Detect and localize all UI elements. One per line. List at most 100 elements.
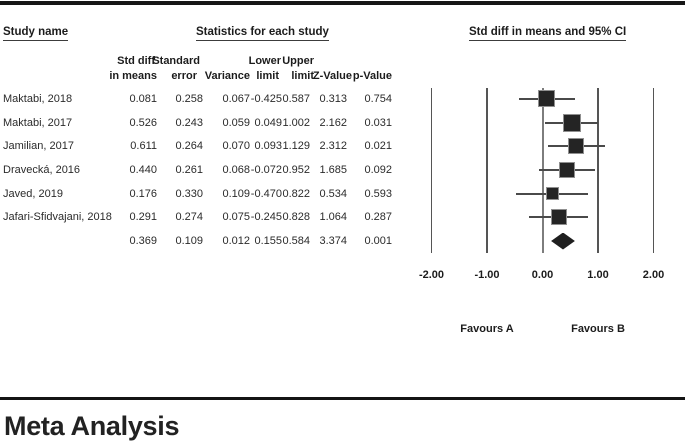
axis-tick-label: -1.00: [474, 269, 500, 281]
value-cell-se: 0.330: [175, 187, 203, 200]
col-header-std-diff-line2: in means: [109, 70, 157, 82]
value-cell-z: 0.313: [319, 92, 347, 105]
value-cell-variance: 0.059: [222, 116, 250, 129]
study-point-marker: [568, 138, 585, 155]
favours-b-label: Favours B: [571, 323, 625, 335]
value-cell-std_diff: 0.369: [129, 234, 157, 247]
value-cell-std_diff: 0.611: [130, 140, 157, 153]
table-row: Dravecká, 2016 0.440 0.261 0.068 -0.072 0.952…: [3, 158, 392, 182]
value-cell-z: 2.162: [319, 116, 347, 129]
statistics-table: Maktabi, 2018 0.081 0.258 0.067 -0.425 0.587 0…: [3, 87, 392, 253]
value-cell-p: 0.021: [364, 140, 392, 153]
study-point-marker: [538, 90, 556, 108]
study-name-cell: Maktabi, 2018: [3, 92, 73, 105]
value-cell-lower: 0.155: [254, 234, 282, 247]
study-name-cell: Jafari-Sfidvajani, 2018: [3, 211, 112, 224]
axis-tick-label: 1.00: [587, 269, 609, 281]
value-cell-lower: 0.093: [254, 140, 282, 153]
value-cell-std_diff: 0.440: [129, 163, 157, 176]
study-name-cell: Javed, 2019: [3, 187, 63, 200]
col-header-standard-error-line2: error: [171, 70, 197, 82]
ci-group-header: Std diff in means and 95% CI: [469, 26, 627, 41]
table-row-summary: 0.369 0.109 0.012 0.155 0.584 3.374 0.001: [3, 229, 392, 253]
bottom-border-rule: [0, 397, 685, 400]
value-cell-p: 0.001: [364, 234, 392, 247]
value-cell-se: 0.264: [175, 140, 203, 153]
axis-tick-label: 0.00: [531, 269, 554, 281]
value-cell-variance: 0.067: [222, 92, 250, 105]
col-header-variance: Variance: [204, 70, 250, 82]
value-cell-upper: 0.587: [282, 92, 310, 105]
ci-line: [538, 168, 596, 171]
table-row: Maktabi, 2017 0.526 0.243 0.059 0.049 1.002 2.…: [3, 111, 392, 135]
axis-gridline: [652, 88, 655, 253]
axis-gridline: [597, 88, 599, 253]
axis-tick-label: 2.00: [642, 269, 665, 281]
col-header-standard-error-line1: Standard: [152, 55, 200, 67]
study-name-group-header: Study name: [3, 26, 69, 41]
value-cell-variance: 0.070: [222, 140, 250, 153]
axis-gridline: [430, 88, 433, 253]
value-cell-variance: 0.068: [222, 163, 250, 176]
study-name-cell: Jamilian, 2017: [3, 140, 74, 153]
summary-diamond: [551, 232, 575, 250]
study-point-marker: [550, 209, 567, 226]
table-row: Jamilian, 2017 0.611 0.264 0.070 0.093 1.129 2…: [3, 134, 392, 158]
axis-tick-label: -2.00: [418, 269, 445, 281]
value-cell-se: 0.109: [175, 234, 203, 247]
study-name-cell: Maktabi, 2017: [3, 116, 73, 129]
col-header-upper-line1: Upper: [282, 55, 314, 67]
col-header-lower-line1: Lower: [248, 55, 281, 67]
value-cell-p: 0.287: [364, 211, 392, 224]
value-cell-p: 0.593: [364, 187, 392, 200]
value-cell-lower: -0.470: [250, 187, 282, 200]
value-cell-se: 0.274: [175, 211, 203, 224]
favours-a-label: Favours A: [460, 323, 514, 335]
value-cell-z: 2.312: [319, 140, 347, 153]
table-row: Javed, 2019 0.176 0.330 0.109 -0.470 0.822 0.5…: [3, 182, 392, 206]
value-cell-lower: -0.072: [250, 163, 282, 176]
statistics-group-header: Statistics for each study: [196, 26, 329, 41]
value-cell-z: 3.374: [319, 234, 347, 247]
value-cell-p: 0.092: [364, 163, 392, 176]
ci-line: [516, 192, 589, 195]
value-cell-variance: 0.012: [222, 234, 250, 247]
value-cell-z: 1.685: [319, 163, 347, 176]
value-cell-upper: 0.822: [282, 187, 310, 200]
study-point-marker: [562, 113, 581, 132]
value-cell-std_diff: 0.291: [129, 211, 157, 224]
table-row: Maktabi, 2018 0.081 0.258 0.067 -0.425 0.587 0…: [3, 87, 392, 111]
col-header-p-value: p-Value: [352, 70, 392, 82]
figure-title: Meta Analysis: [4, 411, 180, 441]
table-row: Jafari-Sfidvajani, 2018 0.291 0.274 0.075 -0…: [3, 205, 392, 229]
col-header-std-diff-line1: Std diff: [117, 55, 155, 67]
study-point-marker: [545, 187, 559, 201]
value-cell-upper: 0.584: [282, 234, 310, 247]
top-border-rule: [0, 1, 685, 5]
value-cell-upper: 0.952: [282, 163, 310, 176]
value-cell-z: 0.534: [319, 187, 347, 200]
value-cell-p: 0.754: [364, 92, 392, 105]
study-point-marker: [558, 161, 575, 178]
value-cell-variance: 0.109: [222, 187, 250, 200]
value-cell-std_diff: 0.081: [129, 92, 157, 105]
value-cell-upper: 1.002: [282, 116, 310, 129]
value-cell-std_diff: 0.176: [129, 187, 157, 200]
ci-line: [545, 121, 599, 124]
value-cell-upper: 1.129: [282, 140, 310, 153]
value-cell-std_diff: 0.526: [129, 116, 157, 129]
ci-line: [547, 145, 606, 148]
value-cell-upper: 0.828: [282, 211, 310, 224]
value-cell-variance: 0.075: [222, 211, 250, 224]
value-cell-p: 0.031: [364, 116, 392, 129]
value-cell-se: 0.243: [175, 116, 203, 129]
value-cell-lower: -0.245: [250, 211, 282, 224]
value-cell-se: 0.258: [175, 92, 203, 105]
value-cell-lower: -0.425: [250, 92, 282, 105]
ci-line: [518, 97, 576, 100]
ci-line: [528, 216, 589, 219]
value-cell-lower: 0.049: [254, 116, 282, 129]
zero-gridline: [541, 88, 544, 253]
col-header-z-value: Z-Value: [312, 70, 352, 82]
